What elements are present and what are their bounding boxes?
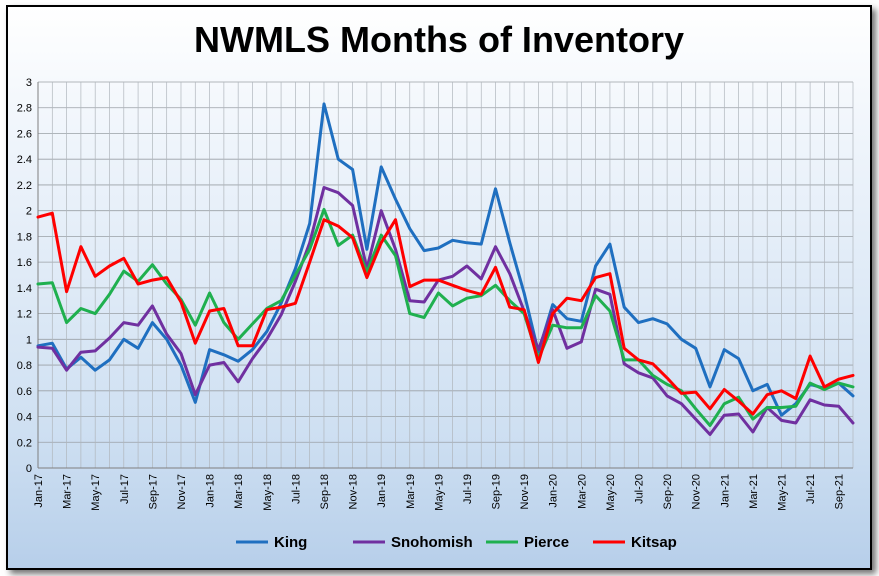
- x-tick-label: Jan-17: [33, 474, 45, 508]
- chart-title: NWMLS Months of Inventory: [194, 19, 684, 60]
- x-tick-label: Nov-17: [176, 474, 188, 509]
- y-tick-label: 2: [26, 206, 32, 218]
- series-line-snohomish: [36, 186, 855, 436]
- x-tick-label: Mar-18: [233, 474, 245, 509]
- y-tick-label: 2.8: [17, 103, 32, 115]
- x-tick-label: May-18: [262, 474, 274, 511]
- y-tick-label: 2.2: [17, 180, 32, 192]
- legend-label-snohomish: Snohomish: [391, 534, 473, 551]
- legend-label-kitsap: Kitsap: [631, 534, 677, 551]
- x-tick-label: May-20: [605, 474, 617, 511]
- y-tick-label: 1.8: [17, 231, 32, 243]
- y-tick-label: 0.6: [17, 386, 32, 398]
- y-tick-label: 0.2: [17, 437, 32, 449]
- y-tick-label: 0.8: [17, 360, 32, 372]
- x-tick-label: May-19: [433, 474, 445, 511]
- x-tick-label: Jul-18: [290, 474, 302, 504]
- x-tick-label: Jan-20: [548, 474, 560, 508]
- y-tick-label: 0: [26, 463, 32, 475]
- x-tick-label: Sep-18: [319, 474, 331, 509]
- x-tick-label: Mar-17: [62, 474, 74, 509]
- y-tick-label: 2.4: [17, 154, 32, 166]
- x-tick-label: Mar-19: [405, 474, 417, 509]
- y-tick-label: 0.4: [17, 412, 32, 424]
- x-tick-label: Sep-19: [491, 474, 503, 509]
- x-tick-label: Jan-21: [719, 474, 731, 508]
- y-tick-label: 1.4: [17, 283, 32, 295]
- x-tick-label: Jan-18: [205, 474, 217, 508]
- y-tick-label: 3: [26, 77, 32, 89]
- series-line-kitsap: [36, 211, 855, 416]
- y-tick-label: 1: [26, 334, 32, 346]
- x-tick-label: Sep-21: [834, 474, 846, 509]
- x-tick-label: May-21: [777, 474, 789, 511]
- x-tick-label: Jul-21: [805, 474, 817, 504]
- x-tick-label: Mar-20: [576, 474, 588, 509]
- x-tick-label: Sep-20: [662, 474, 674, 509]
- x-tick-label: Nov-19: [519, 474, 531, 509]
- x-tick-label: Nov-20: [691, 474, 703, 509]
- x-tick-label: Jul-17: [119, 474, 131, 504]
- series-line-king: [36, 102, 855, 417]
- y-tick-label: 2.6: [17, 128, 32, 140]
- x-tick-label: May-17: [90, 474, 102, 511]
- x-tick-label: Jul-19: [462, 474, 474, 504]
- x-tick-label: Jan-19: [376, 474, 388, 508]
- y-tick-label: 1.2: [17, 309, 32, 321]
- x-tick-label: Nov-18: [348, 474, 360, 509]
- x-tick-label: Jul-20: [634, 474, 646, 504]
- legend-label-king: King: [274, 534, 307, 551]
- y-tick-label: 1.6: [17, 257, 32, 269]
- x-tick-label: Sep-17: [147, 474, 159, 509]
- x-tick-label: Mar-21: [748, 474, 760, 509]
- legend-label-pierce: Pierce: [524, 534, 569, 551]
- line-chart: 0 0.2 0.4 0.6 0.8 1 1.2 1.4 1.6 1.8 2 2.2 2.4 2.6 2.8 3…: [17, 77, 855, 551]
- chart-frame: NWMLS Months of Inventory 0 0.2 0.4 0.6 0.8 1…: [6, 5, 872, 570]
